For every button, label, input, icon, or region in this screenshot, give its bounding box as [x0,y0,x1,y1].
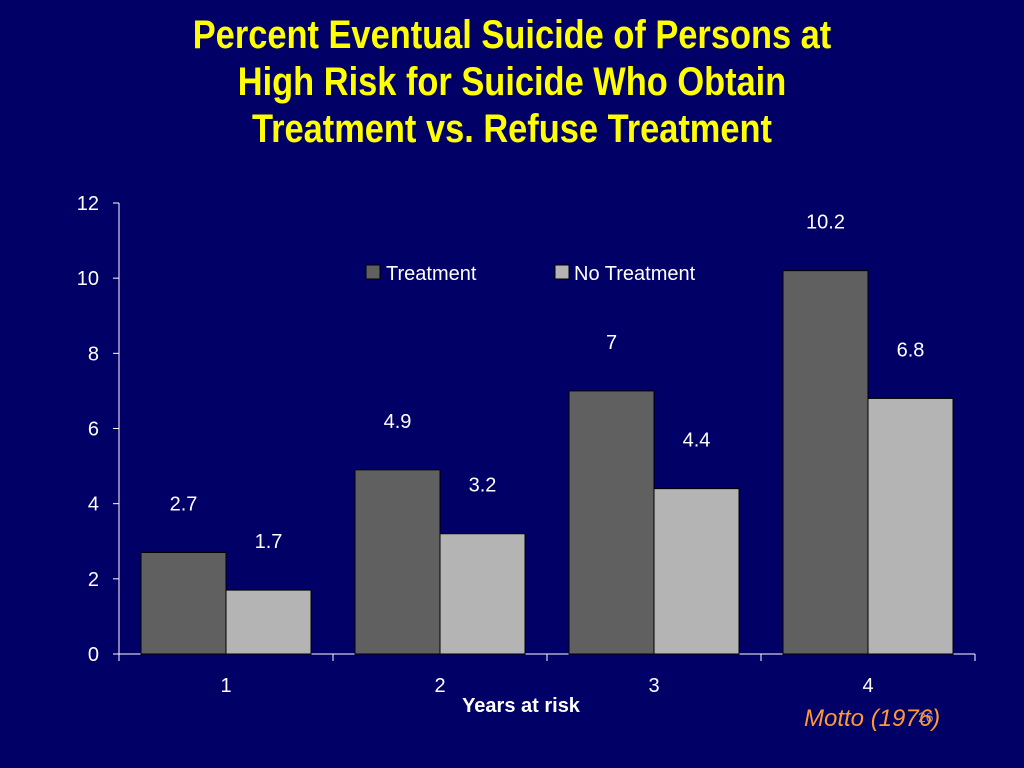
legend-swatch [554,264,570,280]
title-line-2: High Risk for Suicide Who Obtain [237,60,787,104]
legend-swatch [365,264,381,280]
bar-no-treatment [653,488,740,655]
bar-treatment [354,469,441,655]
x-axis-label: Years at risk [462,695,581,717]
y-tick-label: 12 [77,193,99,215]
data-label: 4.4 [683,430,711,452]
y-tick-label: 0 [88,644,99,666]
data-label: 10.2 [806,212,845,234]
y-tick-label: 4 [88,494,99,516]
bar-no-treatment [225,589,312,655]
bar-treatment [140,552,227,655]
chart-bars [140,270,954,655]
x-tick-label: 1 [220,675,231,697]
bar-treatment [782,270,869,655]
slide-title: Percent Eventual Suicide of Persons at H… [72,12,953,153]
y-tick-label: 8 [88,343,99,365]
data-label: 7 [606,332,617,354]
data-label: 1.7 [255,531,283,553]
y-tick-label: 6 [88,419,99,441]
data-label: 3.2 [469,475,497,497]
citation: Motto (1976) [804,705,941,732]
bar-no-treatment [439,533,526,655]
x-tick-label: 3 [648,675,659,697]
bar-no-treatment [867,397,954,655]
y-tick-label: 2 [88,569,99,591]
slide-number: 26 [918,709,934,725]
chart-data-labels: 2.7 1.7 4.9 3.2 7 4.4 10.2 6.8 [170,212,925,553]
title-line-3: Treatment vs. Refuse Treatment [251,107,773,151]
data-label: 2.7 [170,494,198,516]
title-line-1: Percent Eventual Suicide of Persons at [192,13,832,57]
data-label: 6.8 [897,339,925,361]
x-tick-label: 2 [434,675,445,697]
data-label: 4.9 [384,411,412,433]
chart-legend: Treatment No Treatment [365,263,696,285]
legend-label: No Treatment [574,263,696,285]
y-tick-label: 10 [77,268,99,290]
bar-treatment [568,390,655,655]
x-tick-label: 4 [862,675,873,697]
legend-label: Treatment [386,263,477,285]
